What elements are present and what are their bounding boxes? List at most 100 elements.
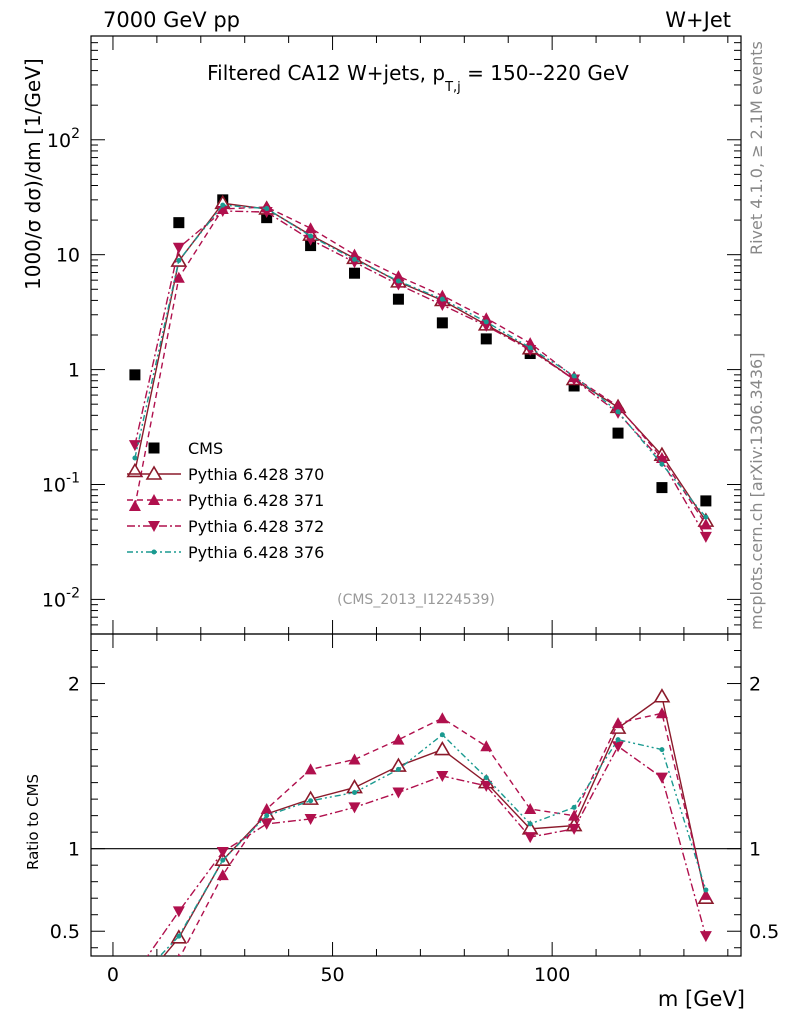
data-point bbox=[655, 456, 668, 468]
legend-label: Pythia 6.428 370 bbox=[188, 465, 324, 484]
data-point bbox=[700, 495, 712, 507]
legend-item: Pythia 6.428 372 bbox=[127, 517, 324, 536]
legend-label: Pythia 6.428 371 bbox=[188, 491, 324, 510]
ratio-data-point bbox=[129, 969, 141, 980]
data-point bbox=[480, 333, 492, 345]
series-cms bbox=[129, 194, 712, 507]
data-point bbox=[220, 202, 226, 208]
ratio-series-line bbox=[146, 745, 707, 956]
ratio-data-point bbox=[439, 732, 445, 738]
data-point bbox=[264, 206, 270, 212]
data-point bbox=[176, 257, 182, 263]
data-point bbox=[480, 320, 493, 332]
x-tick-label: 0 bbox=[107, 964, 119, 986]
ratio-series-pythia-6.428-372 bbox=[129, 741, 712, 980]
legend-item: Pythia 6.428 376 bbox=[127, 543, 324, 562]
legend-label: Pythia 6.428 376 bbox=[188, 543, 324, 562]
ratio-data-point bbox=[653, 688, 671, 703]
ratio-data-point bbox=[216, 846, 229, 858]
ratio-y-tick-label-right: 2 bbox=[749, 674, 761, 696]
data-point bbox=[615, 409, 621, 415]
ratio-data-point bbox=[348, 753, 361, 765]
mcplots-label: mcplots.cern.ch [arXiv:1306.3436] bbox=[747, 353, 766, 630]
ratio-data-point bbox=[433, 741, 451, 756]
legend-label: CMS bbox=[188, 439, 223, 458]
data-point bbox=[172, 242, 185, 254]
x-tick-label: 50 bbox=[320, 964, 344, 986]
legend-marker bbox=[148, 494, 160, 505]
data-point bbox=[260, 207, 273, 219]
ratio-data-point bbox=[392, 787, 405, 799]
x-tick-label: 100 bbox=[534, 964, 570, 986]
legend-item: Pythia 6.428 371 bbox=[127, 491, 324, 510]
ratio-data-point bbox=[483, 775, 489, 781]
data-point bbox=[568, 374, 581, 386]
data-point bbox=[352, 256, 358, 262]
data-point bbox=[348, 248, 361, 260]
ratio-data-point bbox=[527, 821, 533, 827]
main-series-group bbox=[126, 194, 715, 543]
main-y-tick-label: 10-1 bbox=[42, 471, 80, 497]
legend-label: Pythia 6.428 372 bbox=[188, 517, 324, 536]
ratio-axis-ticks: 0 50 100 0.5 0.5 1 1 2 2 bbox=[50, 634, 779, 986]
x-axis-label: m [GeV] bbox=[658, 987, 745, 1011]
legend-marker bbox=[148, 521, 160, 532]
series-line bbox=[134, 210, 707, 538]
data-point bbox=[304, 234, 317, 246]
data-point bbox=[308, 233, 314, 239]
ratio-data-point bbox=[352, 790, 358, 796]
ratio-data-point bbox=[571, 804, 577, 810]
ratio-data-point bbox=[395, 766, 401, 772]
legend-marker bbox=[148, 442, 160, 454]
data-point bbox=[348, 257, 361, 269]
data-point bbox=[436, 299, 449, 311]
data-point bbox=[173, 217, 185, 229]
ratio-data-point bbox=[176, 933, 182, 939]
ratio-series-line bbox=[179, 712, 707, 956]
ratio-data-point bbox=[177, 953, 181, 956]
series-pythia-6.428-376 bbox=[132, 202, 709, 520]
ratio-data-point bbox=[568, 823, 581, 835]
header-left: 7000 GeV pp bbox=[103, 8, 240, 32]
ratio-data-point bbox=[655, 707, 668, 719]
ratio-series-line bbox=[159, 733, 707, 956]
data-point bbox=[703, 514, 709, 520]
ratio-data-point bbox=[659, 747, 665, 753]
data-point bbox=[524, 345, 537, 357]
ratio-data-point bbox=[392, 733, 405, 745]
data-point bbox=[612, 427, 624, 439]
data-point bbox=[436, 289, 449, 301]
data-point bbox=[659, 461, 665, 467]
ratio-data-point bbox=[129, 996, 141, 1007]
ratio-data-point bbox=[308, 798, 314, 804]
ratio-data-point bbox=[612, 717, 625, 729]
ratio-data-point bbox=[220, 857, 226, 863]
ratio-series-pythia-6.428-371 bbox=[129, 707, 712, 1007]
ratio-data-point bbox=[612, 741, 625, 753]
ratio-data-point bbox=[615, 737, 621, 743]
legend-item: Pythia 6.428 370 bbox=[127, 465, 324, 484]
ratio-data-point bbox=[132, 980, 137, 985]
ratio-data-point bbox=[436, 771, 449, 783]
legend-marker bbox=[151, 549, 157, 555]
data-point bbox=[436, 317, 448, 329]
ratio-data-point bbox=[260, 803, 273, 815]
ratio-y-tick-label-left: 2 bbox=[68, 674, 80, 696]
data-point bbox=[129, 369, 141, 381]
main-y-tick-label: 1 bbox=[68, 360, 80, 382]
ratio-y-tick-label-left: 0.5 bbox=[50, 921, 80, 943]
series-line bbox=[134, 206, 707, 525]
ratio-data-point bbox=[304, 813, 317, 825]
series-line bbox=[134, 202, 707, 522]
ratio-data-point bbox=[699, 931, 712, 943]
data-point bbox=[699, 518, 712, 530]
main-axis-ticks: 10-2 10-1 1 10 102 bbox=[42, 35, 741, 635]
data-point bbox=[392, 293, 404, 305]
ratio-data-point bbox=[699, 888, 712, 900]
legend-item: CMS bbox=[148, 439, 223, 458]
data-point bbox=[439, 296, 445, 302]
data-point bbox=[132, 455, 138, 461]
data-point bbox=[392, 270, 405, 282]
ratio-data-point bbox=[348, 802, 361, 814]
